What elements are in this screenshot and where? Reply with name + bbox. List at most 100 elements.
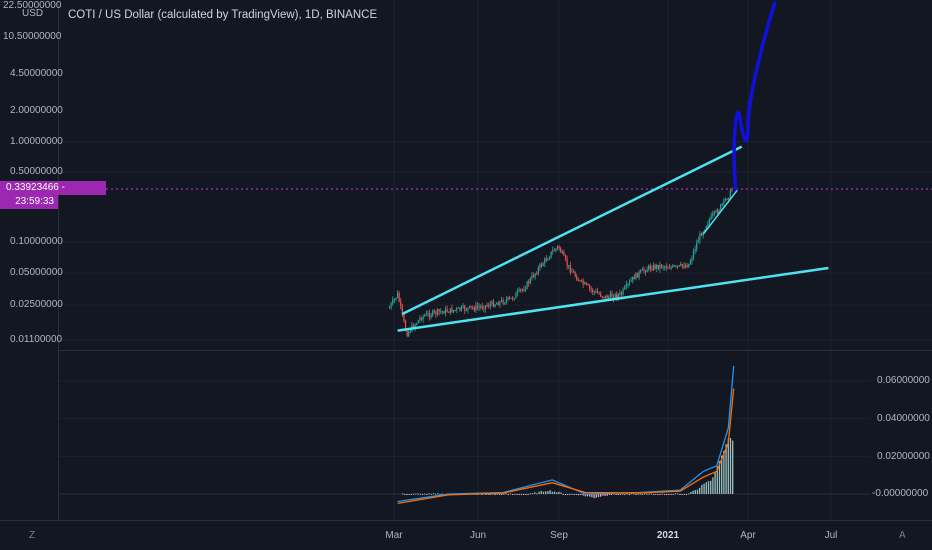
histogram-bar xyxy=(727,438,729,494)
candle-body xyxy=(566,259,568,266)
candle-body xyxy=(699,233,701,241)
candle-body xyxy=(667,267,669,269)
histogram-bar xyxy=(575,494,578,495)
histogram-bar xyxy=(699,487,701,494)
candle-body xyxy=(432,310,434,316)
histogram-bar xyxy=(571,493,573,495)
candle-body xyxy=(560,248,562,253)
histogram-bar xyxy=(670,494,672,495)
bar-countdown: 23:59:33 xyxy=(0,195,58,209)
time-tick: Mar xyxy=(385,530,403,541)
histogram-bar xyxy=(439,494,441,495)
candle-body xyxy=(540,264,543,267)
candle-body xyxy=(718,210,720,214)
pane-divider[interactable] xyxy=(58,350,932,351)
candle-body xyxy=(443,311,445,314)
histogram-bar xyxy=(540,491,542,494)
candle-body xyxy=(412,325,415,329)
histogram-bar xyxy=(639,493,641,495)
candle-body xyxy=(627,283,629,285)
candle-body xyxy=(713,211,715,215)
histogram-bar xyxy=(562,493,564,495)
histogram-bar xyxy=(692,490,694,494)
histogram-bar xyxy=(641,494,644,495)
histogram-bar xyxy=(514,493,516,495)
candle-body xyxy=(632,276,634,281)
histogram-bar xyxy=(694,490,696,494)
histogram-bar xyxy=(428,493,430,495)
histogram-bar xyxy=(430,493,432,495)
histogram-bar xyxy=(606,494,608,496)
candle-body xyxy=(588,285,591,289)
candle-body xyxy=(675,265,677,267)
currency-label: USD xyxy=(22,8,44,19)
candle-body xyxy=(704,229,706,232)
candle-body xyxy=(467,307,469,311)
candle-body xyxy=(460,306,463,311)
time-tick: Sep xyxy=(550,530,568,541)
histogram-bar xyxy=(534,492,536,494)
price-tick: 0.01100000 xyxy=(10,334,63,345)
candle-body xyxy=(459,307,461,311)
candle-body xyxy=(659,264,661,269)
candle-body xyxy=(606,295,608,299)
histogram-bar xyxy=(729,437,732,494)
histogram-bar xyxy=(520,494,523,495)
candle-body xyxy=(483,308,485,310)
candle-body xyxy=(568,265,570,267)
candle-body xyxy=(422,316,424,320)
candle-body xyxy=(468,305,471,308)
histogram-bar xyxy=(591,494,593,498)
histogram-bar xyxy=(652,494,655,495)
histogram-bar xyxy=(637,493,639,495)
histogram-bar xyxy=(659,494,661,495)
histogram-bar xyxy=(725,444,727,494)
candle-body xyxy=(620,292,623,295)
candle-body xyxy=(608,296,610,299)
histogram-bar xyxy=(578,494,580,496)
candle-body xyxy=(708,219,711,224)
candle-body xyxy=(555,248,557,251)
candle-body xyxy=(547,259,549,261)
histogram-bar xyxy=(646,493,648,495)
histogram-bar xyxy=(668,494,670,495)
candle-body xyxy=(721,203,723,205)
candle-body xyxy=(670,267,672,269)
histogram-bar xyxy=(597,494,600,498)
histogram-bar xyxy=(707,481,710,494)
candle-body xyxy=(508,297,511,299)
histogram-bar xyxy=(485,494,487,495)
time-axis-left-corner[interactable]: Z xyxy=(29,530,36,541)
histogram-bar xyxy=(417,493,419,495)
candle-body xyxy=(638,272,640,278)
candle-body xyxy=(518,289,520,292)
histogram-bar xyxy=(611,494,613,495)
candle-body xyxy=(395,297,397,300)
histogram-bar xyxy=(536,493,538,495)
time-axis-right-corner[interactable]: A xyxy=(899,530,906,541)
histogram-bar xyxy=(714,471,716,494)
candle-body xyxy=(635,272,637,280)
candle-body xyxy=(462,306,464,308)
candle-body xyxy=(470,305,472,308)
histogram-bar xyxy=(441,493,443,495)
candle-body xyxy=(417,320,419,324)
candle-body xyxy=(521,289,523,291)
candle-body xyxy=(433,310,435,312)
candle-body xyxy=(673,265,675,267)
histogram-bar xyxy=(661,493,663,495)
candle-body xyxy=(571,271,573,273)
histogram-bar xyxy=(619,494,622,495)
candle-body xyxy=(520,289,522,291)
signal-line xyxy=(397,388,735,505)
candle-body xyxy=(633,276,635,280)
candle-body xyxy=(622,289,624,295)
trendline-lower-channel xyxy=(397,266,829,332)
candle-body xyxy=(512,297,514,299)
histogram-bar xyxy=(503,493,505,495)
candle-body xyxy=(492,301,495,307)
histogram-bar xyxy=(518,494,520,495)
candle-body xyxy=(505,299,507,303)
candle-body xyxy=(464,306,466,311)
